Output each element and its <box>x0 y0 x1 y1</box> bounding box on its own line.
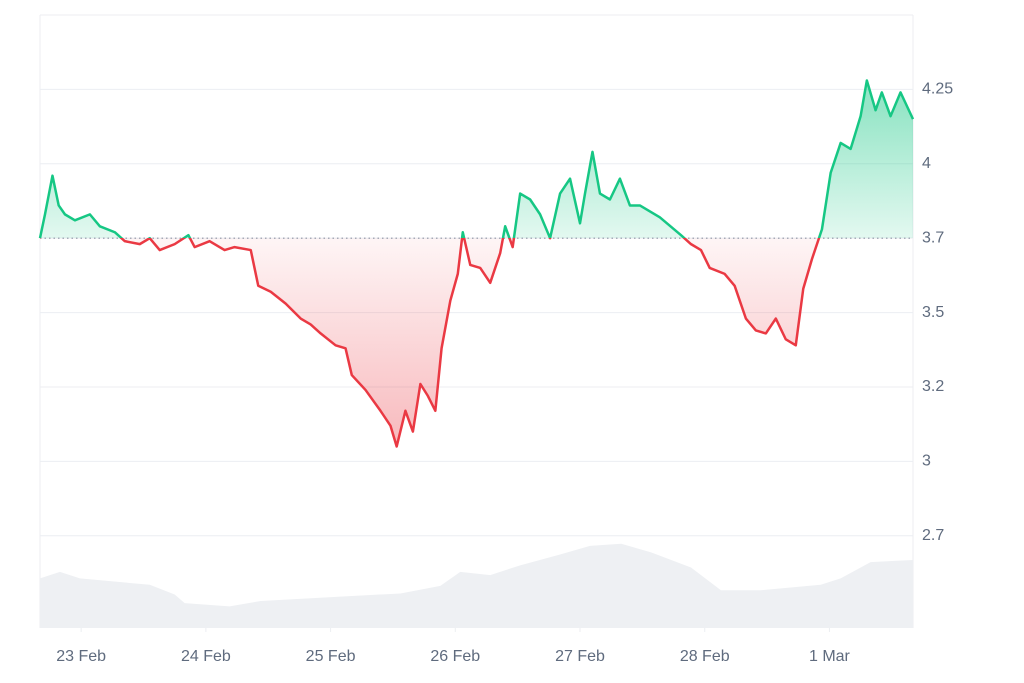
y-tick-label: 4 <box>922 155 931 172</box>
x-tick-label: 24 Feb <box>181 648 231 665</box>
price-line <box>38 79 915 448</box>
y-tick-label: 3.7 <box>922 229 944 246</box>
x-tick-label: 25 Feb <box>306 648 356 665</box>
x-tick-label: 26 Feb <box>430 648 480 665</box>
x-tick-label: 27 Feb <box>555 648 605 665</box>
x-tick-label: 1 Mar <box>809 648 851 665</box>
price-area <box>40 80 913 447</box>
y-tick-label: 2.7 <box>922 527 944 544</box>
y-tick-label: 3 <box>922 453 931 470</box>
y-tick-label: 3.5 <box>922 304 944 321</box>
y-tick-label: 4.25 <box>922 81 953 98</box>
y-tick-label: 3.2 <box>922 378 944 395</box>
volume-area <box>40 543 913 628</box>
x-tick-label: 23 Feb <box>56 648 106 665</box>
x-tick-label: 28 Feb <box>680 648 730 665</box>
